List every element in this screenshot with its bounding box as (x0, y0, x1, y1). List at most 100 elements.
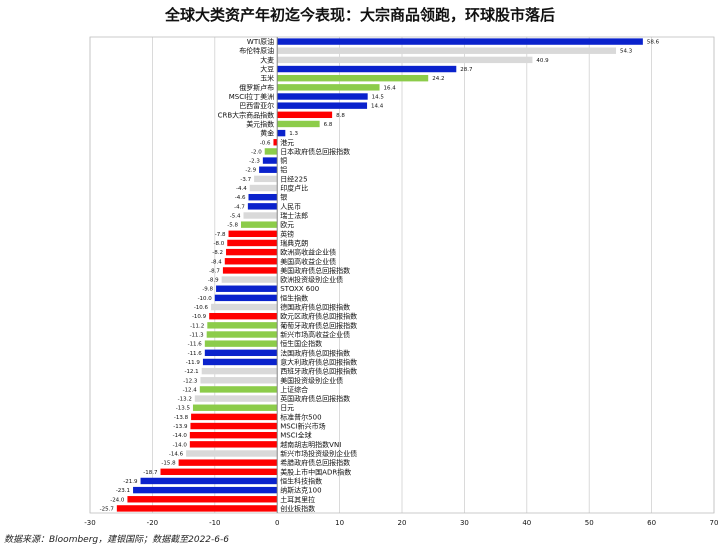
category-label: 新兴市场投资级别企业债 (280, 449, 357, 458)
value-labels: 58.6 54.3 40.9 28.7 24.2 16.4 14.5 14.4 8.86.8 1.… (100, 40, 660, 513)
value-label: -25.7 (100, 506, 115, 512)
category-label: 大麦 (260, 55, 274, 64)
bar (277, 47, 617, 54)
bar (204, 340, 278, 347)
x-tick-label: 10 (335, 519, 344, 527)
value-label: -10.9 (192, 314, 207, 320)
bar (277, 56, 533, 64)
value-label: -4.4 (236, 186, 247, 192)
x-tick-label: 20 (398, 519, 407, 527)
value-label: 58.6 (647, 40, 660, 46)
bar (243, 212, 278, 219)
bar (116, 505, 278, 512)
value-label: -5.4 (230, 214, 241, 220)
x-tick-label: -30 (84, 519, 95, 527)
bar (199, 386, 278, 393)
bar (200, 377, 278, 384)
bar (241, 221, 278, 228)
category-label: 铝 (280, 165, 287, 174)
bar (133, 486, 278, 494)
value-label: -13.5 (176, 406, 191, 412)
bar (189, 431, 278, 439)
bar (277, 84, 380, 91)
bar (224, 258, 278, 265)
category-label: 意大利政府债总回报指数 (280, 357, 357, 366)
bar (216, 285, 278, 292)
value-label: -11.9 (186, 360, 201, 366)
value-label: -8.9 (208, 278, 219, 284)
category-label: 美股上市中国ADR指数 (280, 467, 351, 476)
bar (277, 111, 333, 119)
value-label: -11.2 (190, 323, 204, 329)
x-tick-label: -20 (147, 519, 158, 527)
chart-title: 全球大类资产年初迄今表现：大宗商品领跑，环球股市落后 (164, 6, 555, 24)
category-label: 港元 (280, 138, 294, 147)
category-label: 欧元 (280, 220, 294, 229)
value-label: 40.9 (536, 58, 549, 64)
bar (277, 93, 368, 100)
category-label: WTI原油 (247, 37, 274, 46)
category-label: 欧洲高收益企业债 (280, 248, 336, 257)
bar (273, 139, 278, 146)
bar (277, 38, 643, 45)
value-label: 14.5 (372, 95, 385, 101)
category-label: 美国政府债总回报指数 (280, 266, 350, 275)
category-label: 新兴市场高收益企业债 (280, 330, 350, 339)
category-label: 德国政府债总回报指数 (280, 303, 350, 312)
value-label: -10.0 (198, 296, 213, 302)
bar (209, 312, 278, 320)
value-label: -12.1 (184, 369, 198, 375)
bar (204, 349, 278, 357)
category-label: 西班牙政府债总回报指数 (280, 367, 357, 376)
category-label: 欧洲投资级别企业债 (280, 275, 343, 284)
value-label: -10.6 (194, 305, 209, 311)
value-label: 28.7 (460, 67, 473, 73)
value-label: -11.3 (189, 333, 204, 339)
category-label: 黄金 (260, 129, 274, 138)
value-label: -4.7 (234, 204, 245, 210)
bar (248, 193, 278, 201)
value-label: 16.4 (384, 85, 397, 91)
category-label: 恒生科技指数 (280, 476, 322, 485)
category-label: 美元指数 (246, 119, 274, 128)
value-label: -12.3 (183, 378, 198, 384)
bar (254, 175, 278, 183)
bar (262, 157, 278, 164)
bar (207, 322, 278, 329)
x-tick-label: 30 (460, 519, 469, 527)
value-label: -15.8 (161, 461, 176, 467)
category-label: MSCI新兴市场 (280, 422, 325, 431)
category-label: 恒生指数 (280, 293, 308, 302)
bar (189, 441, 278, 448)
value-label: -7.8 (215, 232, 226, 238)
value-label: 24.2 (432, 76, 444, 82)
value-label: -13.2 (178, 397, 192, 403)
category-label: 纳斯达克100 (280, 486, 321, 495)
value-label: -13.8 (174, 415, 189, 421)
value-label: -4.6 (235, 195, 246, 201)
value-label: -14.6 (169, 452, 184, 458)
bar (140, 477, 278, 485)
value-label: -12.4 (183, 387, 198, 393)
bar (277, 120, 320, 128)
value-label: -24.0 (110, 497, 125, 503)
value-label: -8.0 (214, 241, 225, 247)
value-label: -0.6 (260, 140, 271, 146)
category-label: 俄罗斯卢布 (239, 83, 274, 92)
value-label: -2.3 (249, 159, 260, 165)
category-label: 欧元区政府债总回报指数 (280, 312, 357, 321)
x-axis: -30 -20 -10 0 10 20 30 40 50 60 70 (84, 37, 718, 527)
bar (259, 166, 278, 173)
category-label: 铜 (280, 156, 287, 165)
category-label: 美国高收益企业债 (280, 257, 336, 266)
source-note: 数据来源：Bloomberg，建银国际；数据截至2022-6-6 (4, 535, 229, 545)
bar (227, 239, 278, 247)
value-label: -14.0 (173, 433, 188, 439)
category-label: 印度卢比 (280, 184, 308, 193)
category-label: 日经225 (280, 174, 307, 183)
value-label: -23.1 (116, 488, 130, 494)
category-label: 希腊政府债总回报指数 (280, 458, 350, 467)
category-label: 英镑 (280, 229, 294, 238)
category-label: 英国政府债总回报指数 (280, 394, 350, 403)
category-label: CRB大宗商品指数 (218, 110, 275, 119)
